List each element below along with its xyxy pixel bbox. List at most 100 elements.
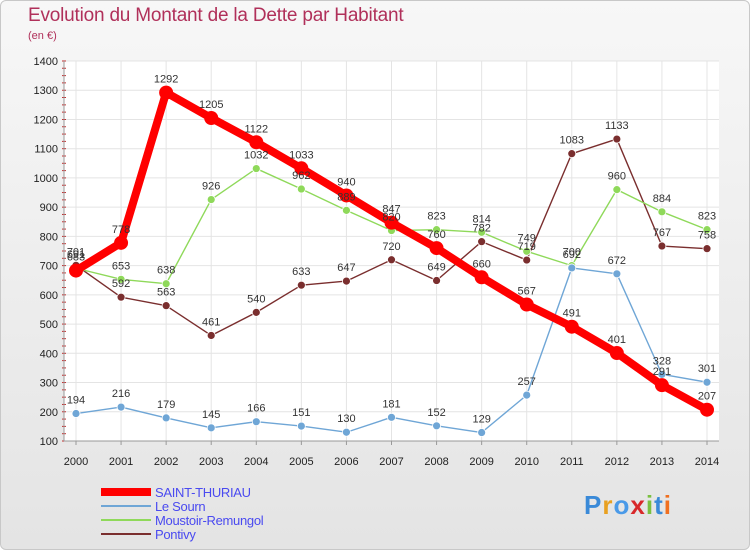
y-tick-label: 900 <box>40 202 58 214</box>
data-label: 820 <box>382 212 400 224</box>
data-point <box>432 225 441 235</box>
legend-label: Moustoir-Remungol <box>155 512 264 528</box>
data-label: 960 <box>608 171 626 183</box>
x-tick-label: 2009 <box>469 456 493 468</box>
data-label: 130 <box>337 413 355 425</box>
data-label: 291 <box>653 366 671 378</box>
x-tick-label: 2013 <box>650 456 674 468</box>
data-point <box>519 297 534 312</box>
data-point <box>161 279 171 289</box>
data-point <box>384 215 399 230</box>
data-label: 847 <box>382 204 400 216</box>
x-tick-label: 2011 <box>560 456 584 468</box>
data-label: 166 <box>247 403 265 415</box>
data-label: 181 <box>382 398 400 410</box>
data-point <box>702 244 712 254</box>
data-point <box>296 280 306 290</box>
x-tick-label: 2010 <box>514 456 538 468</box>
data-point <box>564 319 579 334</box>
x-tick-label: 2004 <box>244 456 268 468</box>
data-label: 401 <box>608 334 626 346</box>
data-label: 760 <box>427 229 445 241</box>
x-tick-label: 2002 <box>154 456 178 468</box>
data-point <box>296 184 306 194</box>
data-point <box>342 205 351 215</box>
data-label: 1205 <box>199 99 223 111</box>
data-label: 1033 <box>289 149 313 161</box>
y-tick-label: 400 <box>40 348 58 360</box>
data-point <box>609 346 624 361</box>
data-point <box>114 235 129 250</box>
data-point <box>204 111 219 125</box>
data-label: 884 <box>653 193 671 205</box>
data-label: 151 <box>292 407 310 419</box>
data-point <box>206 331 216 340</box>
data-label: 1292 <box>154 74 178 86</box>
legend-item: Moustoir-Remungol <box>101 512 264 528</box>
data-point <box>432 421 441 431</box>
data-label: 216 <box>112 388 130 400</box>
data-label: 782 <box>472 223 490 235</box>
data-point <box>161 301 171 311</box>
data-label: 701 <box>67 246 85 258</box>
data-point <box>161 413 171 423</box>
data-label: 540 <box>247 293 265 305</box>
data-label: 823 <box>427 211 445 223</box>
data-point <box>387 412 396 422</box>
data-point <box>206 423 216 433</box>
data-point <box>522 246 532 256</box>
data-label: 1122 <box>244 123 268 135</box>
x-tick-label: 2006 <box>334 456 358 468</box>
axes: 100 200 300 400 500 600 700 800 900 1000 1100 1200 1… <box>34 56 720 468</box>
y-tick-label: 600 <box>40 290 58 302</box>
data-point <box>296 421 306 431</box>
legend-item: Le Sourn <box>101 499 263 514</box>
data-point <box>477 227 487 237</box>
legend-item: SAINT-THURIAU <box>101 484 263 500</box>
data-point <box>522 255 532 265</box>
y-tick-label: 1400 <box>34 56 58 68</box>
y-tick-label: 700 <box>40 261 58 273</box>
data-point <box>294 161 309 176</box>
data-label: 692 <box>563 249 581 261</box>
data-point <box>339 188 354 203</box>
data-label: 194 <box>67 395 85 407</box>
x-tick-label: 2005 <box>289 456 313 468</box>
data-label: 461 <box>202 316 220 328</box>
data-point <box>116 292 126 302</box>
data-label: 672 <box>608 255 626 267</box>
y-tick-label: 100 <box>40 436 58 448</box>
data-point <box>612 269 622 279</box>
data-point <box>251 417 261 427</box>
data-point <box>700 402 714 417</box>
data-point <box>612 185 622 195</box>
data-label: 563 <box>157 287 175 299</box>
data-point <box>657 241 667 251</box>
legend-label: Pontivy <box>155 526 196 542</box>
data-point <box>251 164 261 173</box>
data-point <box>477 237 487 247</box>
data-point <box>251 307 261 317</box>
data-point <box>69 263 83 278</box>
data-point <box>342 276 351 286</box>
data-point <box>654 378 669 393</box>
y-tick-label: 1300 <box>34 85 58 97</box>
y-tick-label: 1100 <box>34 144 58 156</box>
data-point <box>522 390 532 400</box>
data-point <box>702 225 712 235</box>
legend-swatch <box>101 505 151 507</box>
grid <box>64 60 719 442</box>
data-point <box>474 270 489 285</box>
data-point <box>116 402 126 412</box>
x-tick-label: 2012 <box>605 456 629 468</box>
data-point <box>159 85 174 100</box>
data-label: 1083 <box>560 135 584 147</box>
data-label: 491 <box>563 308 581 320</box>
legend-label: SAINT-THURIAU <box>155 484 251 500</box>
data-point <box>567 263 577 273</box>
data-label: 1032 <box>244 150 268 162</box>
data-label: 683 <box>67 252 85 264</box>
data-label: 257 <box>518 376 536 388</box>
x-tick-label: 2007 <box>379 456 403 468</box>
data-label: 207 <box>698 391 716 403</box>
